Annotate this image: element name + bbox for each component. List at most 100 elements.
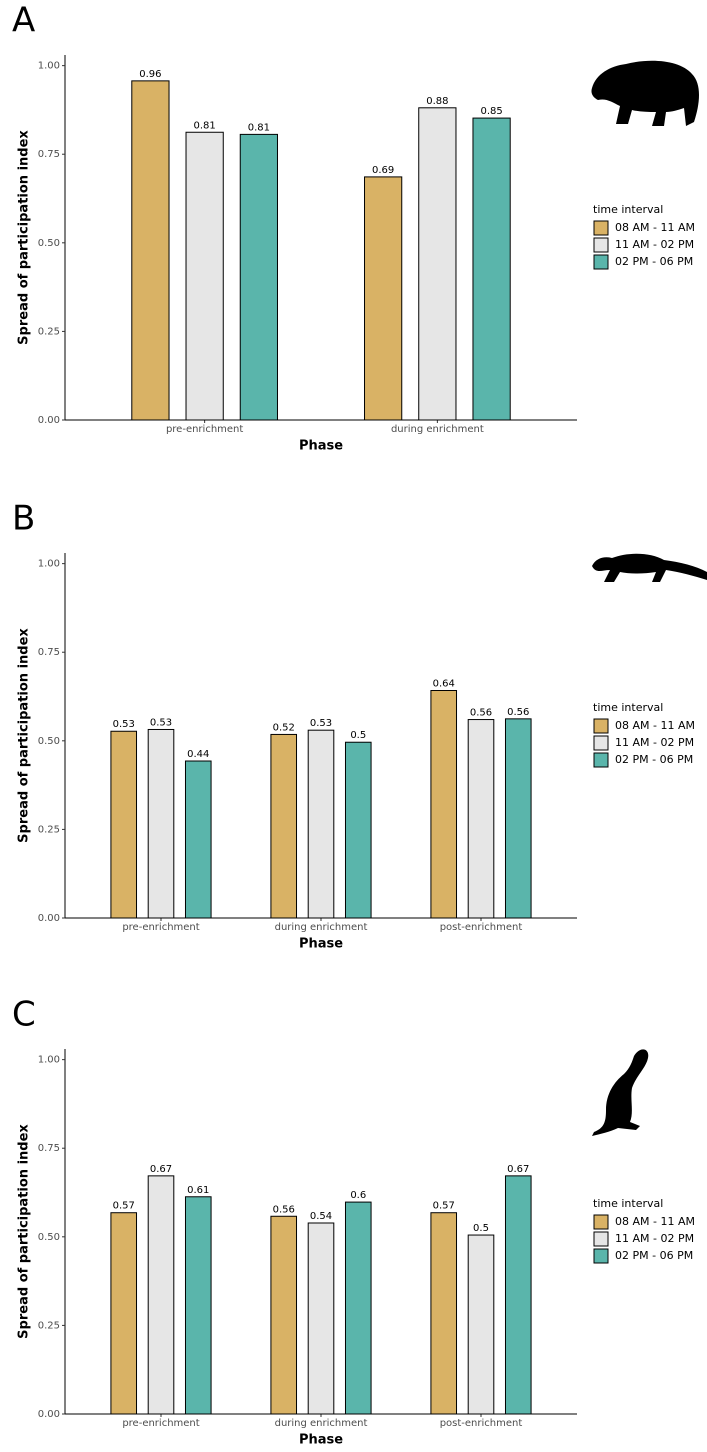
x-tick-label: during enrichment [275, 1418, 368, 1429]
bar [467, 719, 495, 919]
value-label: 0.54 [310, 1211, 332, 1222]
bar [364, 176, 403, 421]
y-tick-label: 0.50 [38, 1232, 60, 1243]
bar [110, 1212, 138, 1415]
legend-label: 11 AM - 02 PM [615, 736, 694, 749]
bar [185, 131, 224, 421]
value-label: 0.56 [507, 707, 529, 718]
x-tick-label: post-enrichment [440, 922, 523, 933]
value-label: 0.57 [433, 1201, 455, 1212]
bar [344, 741, 372, 919]
value-label: 0.6 [350, 1190, 366, 1201]
legend-swatch [593, 254, 609, 270]
bar [504, 1175, 532, 1415]
panel-label: B [12, 499, 35, 539]
value-label: 0.44 [187, 749, 209, 760]
bar [467, 1234, 495, 1415]
x-tick-label: pre-enrichment [122, 1418, 199, 1429]
value-label: 0.56 [470, 708, 492, 719]
y-axis-title: Spread of participation index [17, 628, 32, 843]
y-tick-label: 0.50 [38, 736, 60, 747]
y-axis-title: Spread of participation index [17, 1124, 32, 1339]
value-label: 0.53 [310, 718, 332, 729]
legend-title: time interval [593, 203, 663, 216]
y-tick-label: 1.00 [38, 559, 60, 570]
legend-title: time interval [593, 701, 663, 714]
bar [270, 733, 298, 919]
legend-title: time interval [593, 1197, 663, 1210]
value-label: 0.96 [139, 69, 161, 80]
value-label: 0.52 [273, 722, 295, 733]
bar [430, 689, 458, 919]
legend-swatch [593, 1231, 609, 1247]
x-axis-title: Phase [299, 1433, 343, 1448]
y-tick-label: 0.00 [38, 415, 60, 426]
bar [147, 728, 175, 919]
value-label: 0.5 [473, 1223, 489, 1234]
legend-swatch [593, 735, 609, 751]
legend-label: 11 AM - 02 PM [615, 1232, 694, 1245]
y-tick-label: 0.75 [38, 1143, 60, 1154]
legend-label: 08 AM - 11 AM [615, 221, 695, 234]
y-tick-label: 0.25 [38, 824, 60, 835]
y-axis-title: Spread of participation index [17, 130, 32, 345]
y-tick-label: 0.50 [38, 238, 60, 249]
legend-label: 02 PM - 06 PM [615, 1249, 693, 1262]
legend-label: 02 PM - 06 PM [615, 753, 693, 766]
y-tick-label: 0.25 [38, 1320, 60, 1331]
bear-silhouette [591, 60, 699, 126]
value-label: 0.56 [273, 1204, 295, 1215]
bar [270, 1215, 298, 1415]
x-axis-title: Phase [299, 937, 343, 952]
bar [110, 730, 138, 919]
value-label: 0.57 [113, 1201, 135, 1212]
bar [472, 117, 511, 421]
legend-swatch [593, 237, 609, 253]
bar [131, 80, 170, 421]
bar [430, 1212, 458, 1415]
bar [184, 1196, 212, 1415]
value-label: 0.85 [480, 106, 502, 117]
bar [307, 729, 335, 919]
value-label: 0.61 [187, 1185, 209, 1196]
y-tick-label: 0.75 [38, 149, 60, 160]
bar [418, 107, 457, 421]
value-label: 0.81 [248, 122, 270, 133]
value-label: 0.64 [433, 678, 455, 689]
value-label: 0.67 [150, 1164, 172, 1175]
bar [307, 1222, 335, 1415]
x-tick-label: during enrichment [391, 424, 484, 435]
y-tick-label: 1.00 [38, 1055, 60, 1066]
x-tick-label: pre-enrichment [166, 424, 243, 435]
value-label: 0.53 [113, 719, 135, 730]
value-label: 0.81 [194, 120, 216, 131]
x-tick-label: during enrichment [275, 922, 368, 933]
bar [504, 718, 532, 919]
legend-label: 08 AM - 11 AM [615, 1215, 695, 1228]
value-label: 0.67 [507, 1164, 529, 1175]
weasel-silhouette [592, 1049, 649, 1136]
marten-silhouette [592, 553, 707, 582]
value-label: 0.88 [426, 96, 448, 107]
legend-swatch [593, 1214, 609, 1230]
bar [239, 133, 278, 421]
legend-label: 11 AM - 02 PM [615, 238, 694, 251]
y-tick-label: 0.00 [38, 1409, 60, 1420]
panel-label: C [12, 995, 36, 1035]
legend-swatch [593, 220, 609, 236]
bar [184, 760, 212, 919]
legend-swatch [593, 1248, 609, 1264]
x-tick-label: post-enrichment [440, 1418, 523, 1429]
value-label: 0.5 [350, 730, 366, 741]
value-label: 0.53 [150, 717, 172, 728]
panel-label: A [12, 1, 35, 41]
y-tick-label: 0.00 [38, 913, 60, 924]
legend-label: 08 AM - 11 AM [615, 719, 695, 732]
value-label: 0.69 [372, 165, 394, 176]
legend-swatch [593, 718, 609, 734]
x-axis-title: Phase [299, 439, 343, 454]
legend-label: 02 PM - 06 PM [615, 255, 693, 268]
y-tick-label: 0.75 [38, 647, 60, 658]
y-tick-label: 0.25 [38, 326, 60, 337]
